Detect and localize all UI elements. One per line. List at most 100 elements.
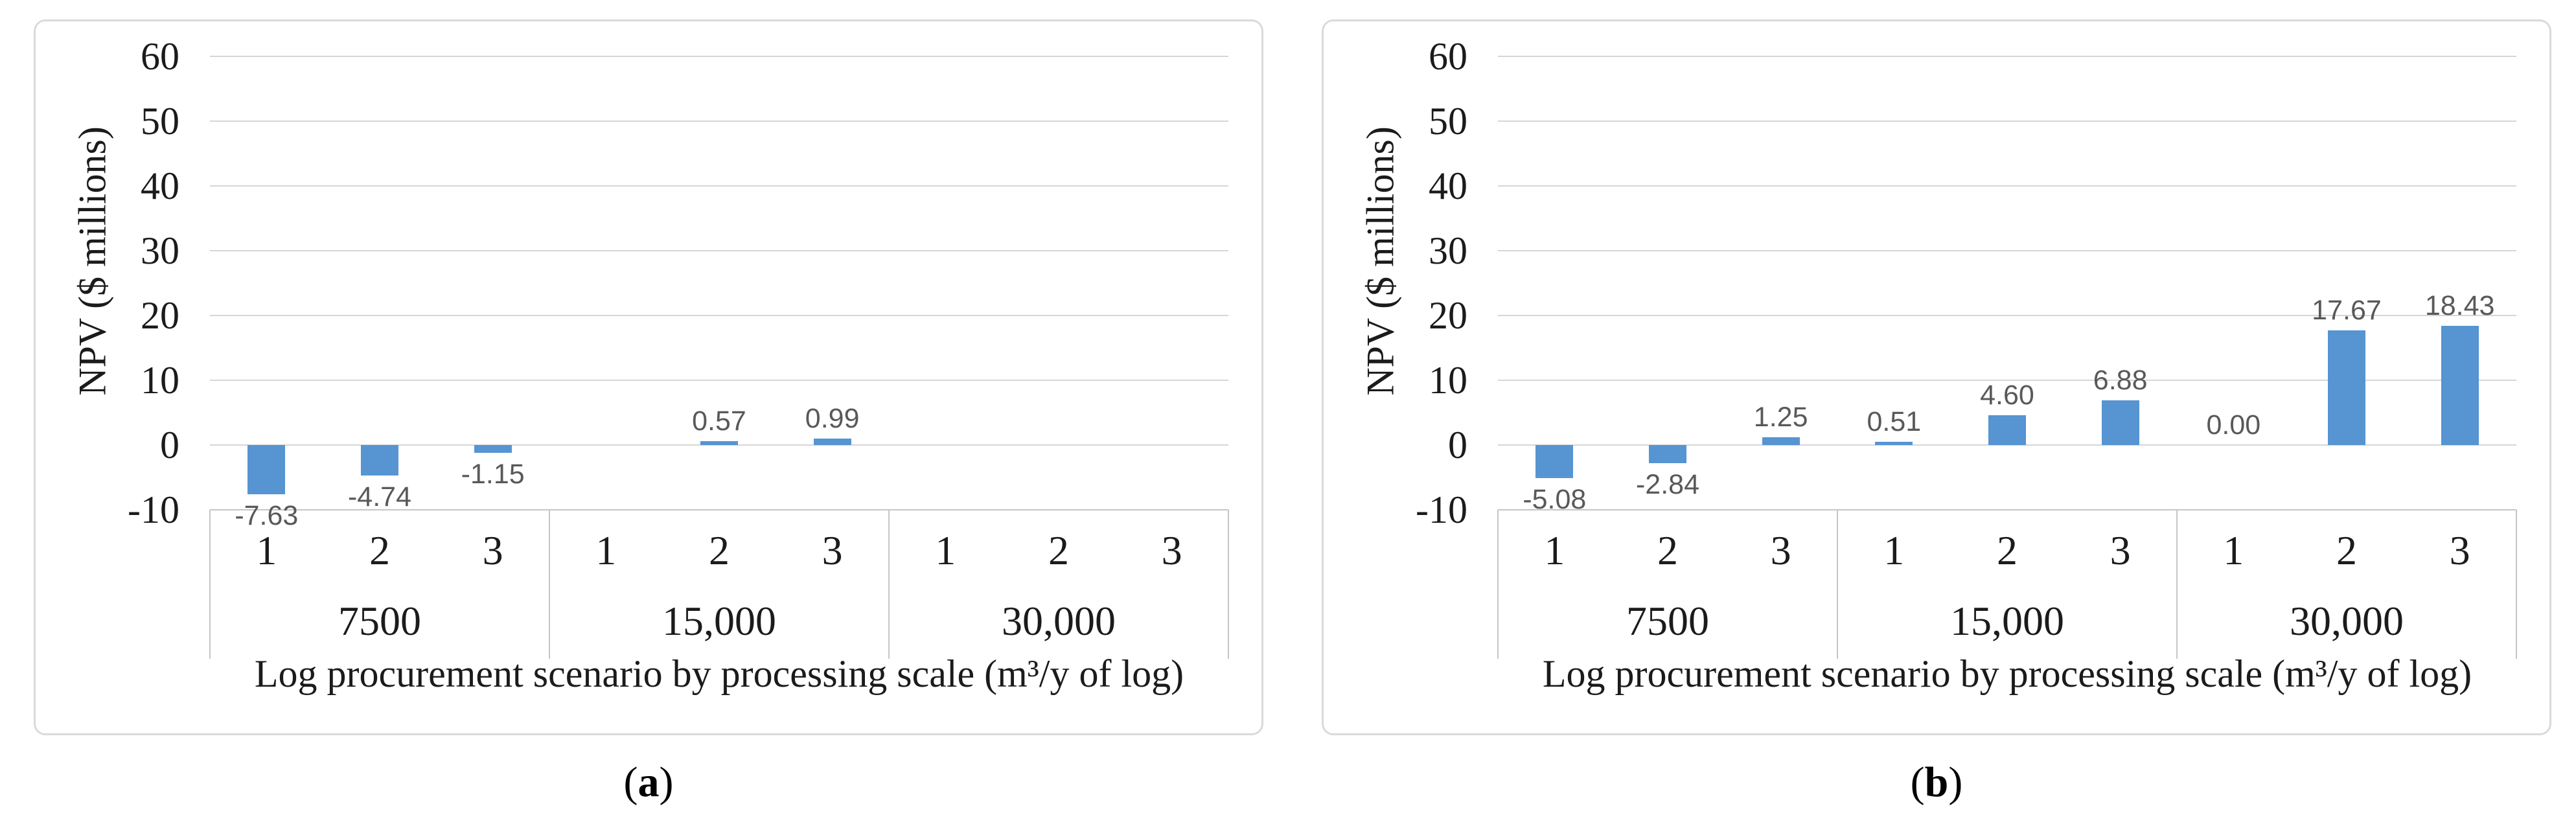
caption-a-letter: a (638, 759, 660, 806)
gridline-y0 (1498, 444, 2516, 446)
gridline-y60 (1498, 56, 2516, 57)
bar-30,000-2 (2328, 330, 2365, 445)
caption-b-open-paren: ( (1910, 759, 1925, 806)
gridline-y20 (1498, 315, 2516, 316)
caption-a-close-paren: ) (659, 759, 674, 806)
y-tick-label: -10 (1416, 488, 1467, 531)
y-tick-label: 20 (141, 294, 179, 337)
x-category-label: 2 (1996, 527, 2018, 573)
bar-7500-2 (361, 445, 398, 476)
figure-caption-b: (b) (1322, 750, 2551, 815)
bar-7500-2 (1649, 445, 1686, 464)
y-tick-label: 10 (1429, 359, 1467, 402)
y-tick-label: 0 (160, 424, 179, 466)
data-label: 17.67 (2312, 295, 2382, 326)
gridline-y10 (1498, 380, 2516, 381)
bar-7500-3 (474, 445, 512, 453)
caption-b-close-paren: ) (1948, 759, 1963, 806)
x-group-label: 7500 (1626, 598, 1709, 644)
category-axis-separator (549, 510, 550, 659)
bar-7500-1 (247, 445, 286, 495)
y-tick-label: 60 (1429, 35, 1467, 78)
x-axis-title: Log procurement scenario by processing s… (1542, 652, 2472, 695)
gridline-y30 (210, 250, 1228, 251)
category-axis-separator (1497, 510, 1499, 659)
x-category-label: 2 (1657, 527, 1678, 573)
data-label: 0.00 (2206, 409, 2261, 441)
data-label: -4.74 (347, 481, 411, 513)
x-category-label: 3 (1161, 527, 1182, 573)
x-category-label: 3 (1770, 527, 1791, 573)
gridline-y20 (210, 315, 1228, 316)
bar-15,000-2 (1988, 415, 2026, 445)
x-group-label: 7500 (338, 598, 421, 644)
x-category-label: 3 (822, 527, 843, 573)
y-tick-label: 20 (1429, 294, 1467, 337)
data-label: -1.15 (461, 458, 525, 490)
gridline-y50 (210, 120, 1228, 122)
y-tick-label: 0 (1448, 424, 1467, 466)
data-label: 0.99 (805, 403, 860, 435)
gridline-y40 (210, 185, 1228, 187)
chart-panel-a: NPV ($ millions) 60 50 40 30 20 10 0 -10 -7.63 -4.… (34, 19, 1263, 735)
bar-7500-3 (1762, 437, 1800, 445)
category-axis-separator (209, 510, 211, 659)
y-tick-label: 30 (141, 229, 179, 272)
data-label: 0.51 (1867, 406, 1922, 437)
category-axis-separator (1837, 510, 1838, 659)
x-group-label: 30,000 (1002, 598, 1116, 644)
y-tick-label: -10 (128, 488, 179, 531)
x-category-label: 2 (708, 527, 730, 573)
category-axis-separator (2176, 510, 2178, 659)
gridline-y10 (210, 380, 1228, 381)
x-category-label: 3 (2449, 527, 2470, 573)
caption-a-open-paren: ( (623, 759, 638, 806)
x-group-label: 15,000 (1950, 598, 2064, 644)
x-category-label: 1 (1544, 527, 1565, 573)
bar-15,000-1 (1875, 441, 1913, 445)
y-tick-label: 40 (1429, 165, 1467, 207)
x-category-label: 1 (935, 527, 956, 573)
data-label: -2.84 (1635, 469, 1699, 501)
x-category-label: 3 (2110, 527, 2131, 573)
y-tick-label: 60 (141, 35, 179, 78)
bar-7500-1 (1535, 445, 1574, 478)
category-axis-separator (888, 510, 890, 659)
x-category-label: 2 (1048, 527, 1069, 573)
x-category-label: 1 (595, 527, 617, 573)
category-axis-separator (1228, 510, 1229, 659)
data-label: 6.88 (2093, 365, 2148, 396)
x-category-label: 1 (1883, 527, 1905, 573)
y-tick-label: 50 (141, 100, 179, 143)
y-tick-label: 30 (1429, 229, 1467, 272)
x-category-label: 2 (2336, 527, 2357, 573)
x-category-label: 1 (2223, 527, 2244, 573)
gridline-y60 (210, 56, 1228, 57)
x-category-label: 3 (482, 527, 503, 573)
chart-panel-b: NPV ($ millions) 60 50 40 30 20 10 0 -10 -5.08 -2.… (1322, 19, 2551, 735)
data-label: -5.08 (1523, 483, 1587, 515)
x-group-label: 30,000 (2290, 598, 2404, 644)
gridline-y30 (1498, 250, 2516, 251)
caption-b-letter: b (1924, 759, 1949, 806)
gridline-y0 (210, 444, 1228, 446)
bar-15,000-2 (700, 441, 738, 445)
bar-15,000-3 (813, 439, 851, 445)
data-label: 4.60 (1980, 380, 2034, 411)
bar-15,000-3 (2101, 400, 2139, 445)
gridline-y40 (1498, 185, 2516, 187)
x-category-label: 2 (369, 527, 390, 573)
data-label: 18.43 (2424, 290, 2495, 321)
gridline-y50 (1498, 120, 2516, 122)
gridline-y-10 (210, 509, 1228, 510)
y-tick-label: 40 (141, 165, 179, 207)
y-tick-label: 10 (141, 359, 179, 402)
x-axis-title: Log procurement scenario by processing s… (254, 652, 1184, 695)
bar-30,000-3 (2441, 325, 2479, 445)
data-label: 1.25 (1753, 401, 1808, 433)
figure-caption-a: (a) (34, 750, 1263, 815)
x-group-label: 15,000 (662, 598, 776, 644)
category-axis-separator (2516, 510, 2517, 659)
data-label: 0.57 (692, 406, 746, 437)
y-tick-label: 50 (1429, 100, 1467, 143)
